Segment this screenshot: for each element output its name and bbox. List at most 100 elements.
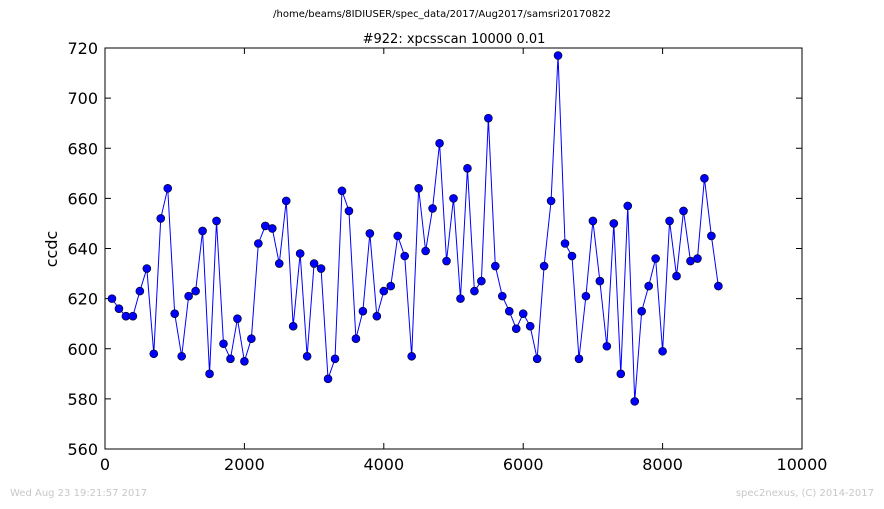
data-point <box>637 306 646 316</box>
data-point <box>407 351 416 361</box>
data-point <box>504 306 514 316</box>
y-tick-label: 580 <box>67 390 98 409</box>
data-point <box>351 334 361 344</box>
data-point <box>442 256 451 266</box>
y-tick-label: 600 <box>67 340 98 359</box>
data-point <box>560 239 570 248</box>
data-point <box>484 113 493 123</box>
data-point <box>546 196 556 206</box>
data-point <box>400 251 410 261</box>
data-point <box>428 204 437 213</box>
data-point <box>309 259 319 268</box>
file-path-title: /home/beams/8IDIUSER/spec_data/2017/Aug2… <box>273 9 611 20</box>
y-tick-label: 680 <box>67 139 98 158</box>
data-point <box>177 351 186 361</box>
data-point <box>156 214 166 223</box>
data-point <box>337 186 347 196</box>
data-point <box>693 254 702 263</box>
data-point <box>219 339 228 349</box>
data-point <box>700 174 709 183</box>
data-point <box>212 216 221 226</box>
data-point <box>233 314 242 323</box>
data-point <box>658 346 667 356</box>
data-point <box>254 239 263 248</box>
data-point <box>463 164 472 173</box>
data-point <box>679 206 688 216</box>
data-point <box>163 184 173 193</box>
data-point <box>518 309 528 318</box>
data-point <box>302 351 312 361</box>
x-tick-label: 0 <box>100 455 110 474</box>
data-point <box>714 281 723 291</box>
data-point <box>114 304 124 313</box>
x-tick-label: 2000 <box>224 455 265 474</box>
data-point <box>205 369 214 379</box>
data-point <box>553 51 563 60</box>
data-point <box>330 354 340 364</box>
x-tick-label: 8000 <box>642 455 683 474</box>
data-point <box>379 286 389 296</box>
data-point <box>316 264 326 273</box>
data-point <box>365 229 375 238</box>
data-point <box>372 311 382 321</box>
data-point <box>149 349 159 359</box>
data-point <box>477 276 486 286</box>
data-point <box>170 309 179 318</box>
data-point <box>456 294 465 303</box>
data-point <box>267 224 277 233</box>
plot-frame <box>104 47 803 450</box>
data-point <box>511 324 521 334</box>
data-point <box>539 261 549 271</box>
data-point <box>184 291 193 301</box>
data-point <box>707 231 716 241</box>
y-tick-label: 640 <box>67 240 98 259</box>
data-point <box>616 369 626 379</box>
chart: #922: xpcsscan 10000 0.01 0 2000 4000 6000 8… <box>42 32 827 474</box>
timestamp-footer: Wed Aug 23 19:21:57 2017 <box>10 488 148 499</box>
data-point <box>588 216 598 226</box>
data-point <box>581 291 591 301</box>
x-tick-label: 10000 <box>777 455 828 474</box>
x-tick-label: 4000 <box>363 455 404 474</box>
data-point <box>665 216 674 226</box>
data-point <box>567 251 577 261</box>
chart-title: #922: xpcsscan 10000 0.01 <box>363 32 546 47</box>
data-point <box>226 354 235 364</box>
data-point <box>344 206 354 216</box>
y-tick-label: 720 <box>67 39 98 58</box>
data-point <box>497 291 507 301</box>
plot-area: 0 2000 4000 6000 8000 10000 560 580 600 620 640 660… <box>67 39 827 474</box>
y-tick-label: 660 <box>67 189 98 208</box>
data-point <box>288 321 298 331</box>
y-tick-label: 700 <box>67 89 98 108</box>
data-point <box>449 194 458 203</box>
data-point <box>128 311 138 321</box>
data-point <box>198 226 207 236</box>
data-point <box>602 341 612 351</box>
data-point <box>470 286 479 296</box>
data-point <box>142 264 152 273</box>
data-point <box>623 201 633 211</box>
credit-footer: spec2nexus, (C) 2014-2017 <box>735 488 874 499</box>
data-point <box>358 306 368 316</box>
data-point <box>247 334 256 344</box>
data-point <box>525 321 535 331</box>
data-point <box>191 286 200 296</box>
series-line <box>111 55 719 402</box>
y-axis-label: ccdc <box>42 231 61 268</box>
data-point <box>281 196 291 206</box>
data-point <box>240 356 249 366</box>
data-point <box>107 294 117 303</box>
y-tick-label: 560 <box>67 440 98 459</box>
data-point <box>595 276 605 286</box>
data-point <box>414 184 423 193</box>
x-tick-label: 6000 <box>503 455 544 474</box>
data-point <box>435 138 444 148</box>
data-point <box>386 281 396 291</box>
data-point <box>574 354 584 364</box>
data-point <box>421 246 430 256</box>
data-point <box>672 271 681 281</box>
data-point <box>393 231 403 241</box>
data-point <box>135 286 145 296</box>
